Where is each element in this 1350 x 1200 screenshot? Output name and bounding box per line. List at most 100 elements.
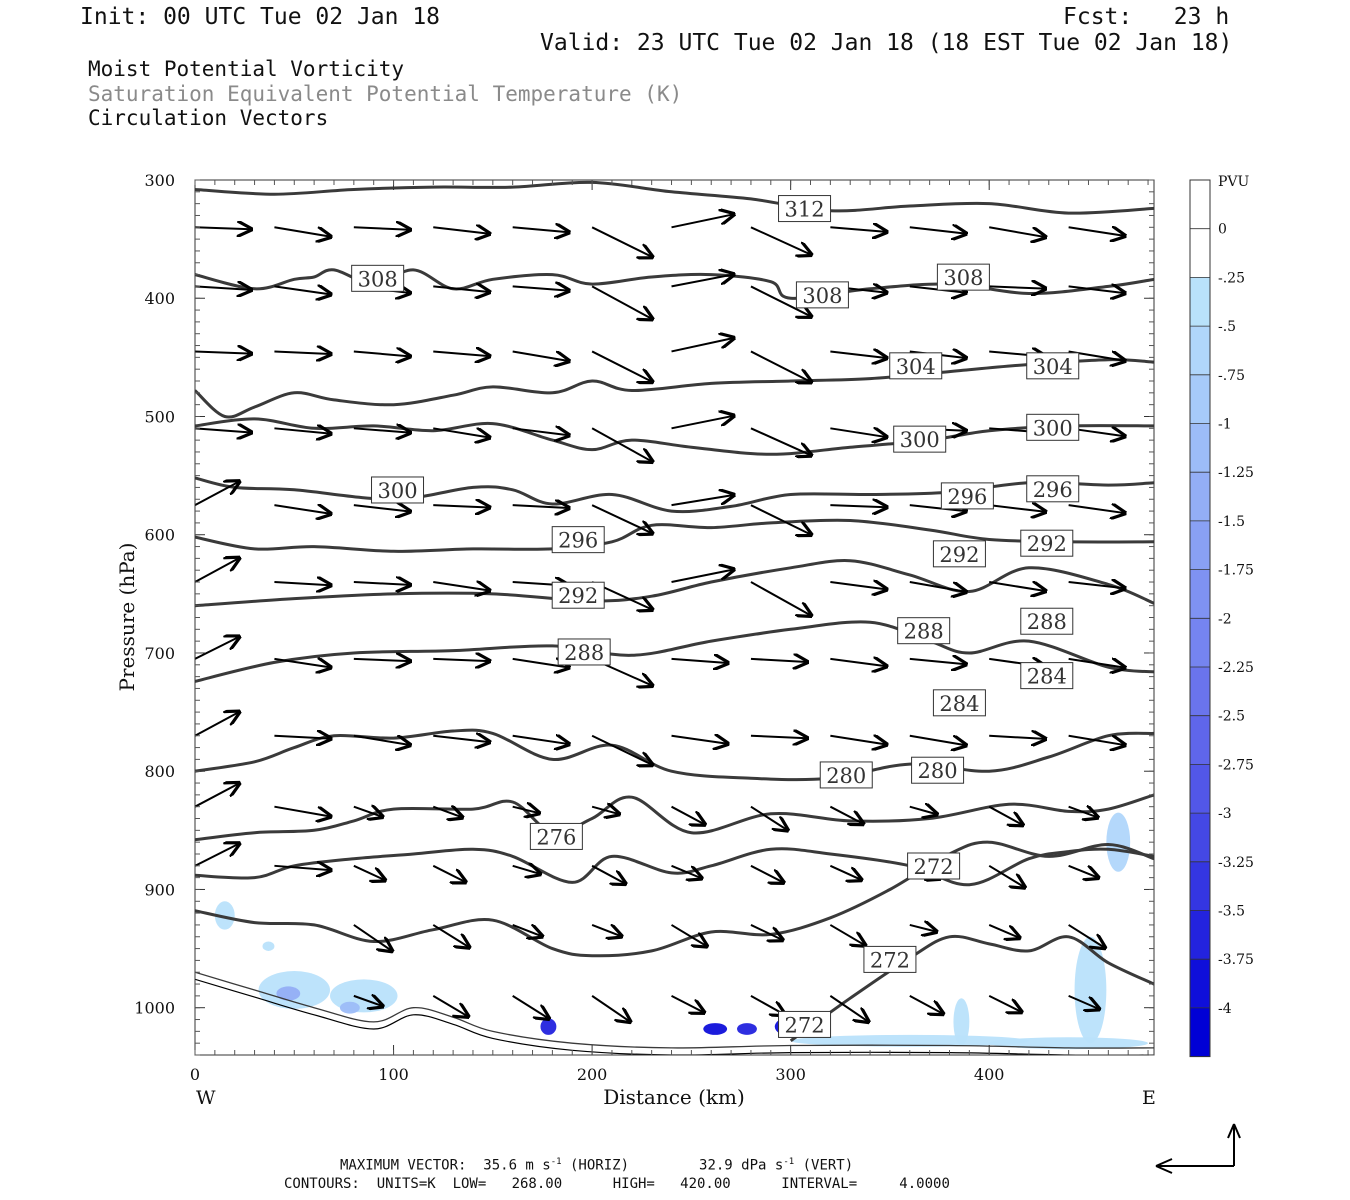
circulation-vector bbox=[195, 783, 239, 808]
circulation-vector bbox=[274, 805, 330, 817]
circulation-vector bbox=[353, 582, 410, 585]
contour-label-box bbox=[889, 352, 943, 380]
circulation-vector bbox=[591, 807, 619, 814]
y-tick-label: 800 bbox=[144, 762, 175, 781]
circulation-vector bbox=[830, 659, 886, 666]
circulation-vector bbox=[909, 807, 937, 815]
circulation-vector bbox=[909, 581, 966, 592]
colorbar-swatch bbox=[1190, 1007, 1210, 1057]
contour-label: 292 bbox=[551, 581, 605, 609]
surface-line bbox=[195, 978, 1154, 1055]
contour-label-box bbox=[932, 689, 986, 717]
contour-label-text: 280 bbox=[826, 764, 866, 788]
y-axis-label: Pressure (hPa) bbox=[115, 543, 139, 692]
contour-label-box bbox=[1020, 529, 1074, 557]
title-theta-es: Saturation Equivalent Potential Temperat… bbox=[88, 82, 683, 106]
circulation-vector bbox=[274, 351, 330, 354]
contour-label-box bbox=[932, 540, 986, 568]
pv-patch bbox=[703, 1023, 728, 1035]
colorbar-level-label: -1.75 bbox=[1218, 563, 1254, 579]
circulation-vector bbox=[433, 505, 489, 507]
colorbar-level-label: -2.75 bbox=[1218, 757, 1254, 773]
contour-label-box bbox=[1026, 475, 1080, 503]
x-tick-label: 200 bbox=[577, 1065, 608, 1084]
west-label: W bbox=[196, 1087, 216, 1109]
contour-label: 272 bbox=[863, 945, 917, 973]
pv-patch bbox=[1106, 812, 1131, 872]
circulation-vector bbox=[829, 995, 868, 1022]
circulation-vector bbox=[1068, 505, 1125, 513]
contour-label-text: 272 bbox=[870, 948, 910, 972]
circulation-vector bbox=[1068, 734, 1125, 745]
circulation-vector bbox=[432, 995, 468, 1017]
colorbar-level-label: -1 bbox=[1218, 417, 1232, 433]
contour-label-box bbox=[819, 761, 873, 789]
x-tick-label: 0 bbox=[190, 1065, 200, 1084]
circulation-vector bbox=[433, 659, 489, 661]
contour-label-text: 284 bbox=[939, 692, 979, 716]
pv-patch bbox=[214, 901, 235, 930]
colorbar-level-label: -2.5 bbox=[1218, 709, 1245, 725]
theta-es-contour-268 bbox=[195, 971, 1154, 1049]
contour-label: 288 bbox=[557, 638, 611, 666]
theta-es-contour-284 bbox=[195, 620, 1154, 683]
contour-label: 308 bbox=[936, 263, 990, 291]
contour-label-text: 288 bbox=[1027, 610, 1067, 634]
init-time: Init: 00 UTC Tue 02 Jan 18 bbox=[80, 4, 441, 30]
contour-label-box bbox=[551, 581, 605, 609]
circulation-vector bbox=[591, 350, 652, 381]
circulation-vector bbox=[274, 286, 330, 294]
circulation-vector bbox=[750, 226, 811, 254]
theta-es-contour-296 bbox=[195, 476, 1154, 514]
circulation-vector bbox=[433, 227, 489, 233]
circulation-vector bbox=[353, 864, 385, 880]
contour-label-box bbox=[940, 482, 994, 510]
circulation-vector bbox=[591, 995, 630, 1022]
contour-label: 284 bbox=[932, 689, 986, 717]
contour-label: 280 bbox=[911, 756, 965, 784]
contour-label-box bbox=[557, 638, 611, 666]
theta-es-contour-300 bbox=[195, 417, 1154, 456]
circulation-vector bbox=[512, 505, 569, 508]
x-axis-label: Distance (km) bbox=[603, 1085, 745, 1109]
circulation-vector bbox=[750, 504, 811, 534]
circulation-vector bbox=[512, 995, 549, 1019]
circulation-vector bbox=[829, 924, 865, 945]
y-tick-label: 300 bbox=[144, 171, 175, 190]
contour-label: 292 bbox=[1020, 529, 1074, 557]
y-tick-label: 700 bbox=[144, 644, 175, 663]
contour-label: 276 bbox=[529, 822, 583, 850]
contour-label-box bbox=[897, 617, 951, 645]
circulation-vector bbox=[829, 805, 863, 824]
contour-label: 288 bbox=[1020, 607, 1074, 635]
circulation-vector bbox=[1068, 924, 1105, 948]
circulation-vector bbox=[591, 226, 652, 257]
colorbar-swatch bbox=[1190, 277, 1210, 327]
contour-label-box bbox=[911, 756, 965, 784]
colorbar-swatch bbox=[1190, 423, 1210, 473]
contour-label-box bbox=[371, 476, 425, 504]
circulation-vector bbox=[671, 569, 734, 584]
east-label: E bbox=[1142, 1087, 1156, 1109]
colorbar-swatch bbox=[1190, 472, 1210, 521]
circulation-vector bbox=[274, 866, 330, 870]
valid-time: Valid: 23 UTC Tue 02 Jan 18 (18 EST Tue … bbox=[540, 30, 1233, 56]
reference-vector-icon bbox=[1155, 1123, 1241, 1174]
contours-info: CONTOURS: UNITS=K LOW= 268.00 HIGH= 420.… bbox=[284, 1176, 950, 1192]
y-tick-label: 600 bbox=[144, 526, 175, 545]
circulation-vector bbox=[512, 925, 542, 936]
circulation-vector bbox=[671, 736, 728, 744]
circulation-vector bbox=[353, 428, 410, 432]
circulation-vector bbox=[750, 659, 807, 662]
circulation-vector bbox=[1068, 227, 1125, 236]
contour-label: 304 bbox=[1026, 352, 1080, 380]
theta-es-contour-308 bbox=[195, 268, 1154, 300]
colorbar-level-label: -4 bbox=[1218, 1001, 1232, 1017]
contour-label-box bbox=[1026, 352, 1080, 380]
theta-es-contour-312 bbox=[195, 180, 1154, 215]
contour-label-text: 292 bbox=[1027, 532, 1067, 556]
colorbar-level-label: -1.5 bbox=[1218, 514, 1245, 530]
circulation-vector bbox=[195, 428, 251, 432]
circulation-vector bbox=[1068, 582, 1125, 588]
